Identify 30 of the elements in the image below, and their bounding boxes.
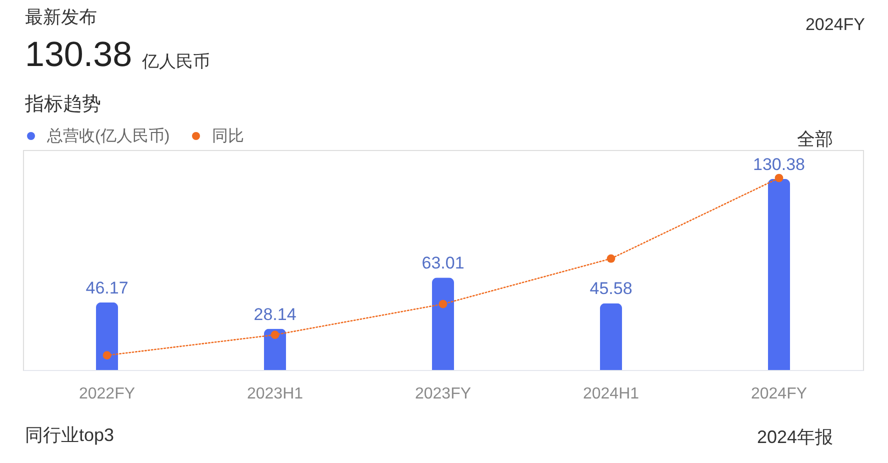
bar — [432, 278, 454, 370]
x-tick-label: 2024FY — [750, 386, 808, 402]
chart-title: 指标趋势 — [24, 94, 101, 115]
point — [606, 254, 616, 263]
text: 同行业top3 — [25, 425, 114, 445]
point — [102, 351, 112, 360]
legend-label: 同比 — [212, 127, 244, 145]
point — [774, 174, 784, 182]
text: 2024FY — [805, 15, 865, 34]
data-label: 130.38 — [753, 154, 805, 174]
bar — [96, 302, 118, 370]
text: 2024年报 — [756, 427, 833, 447]
text: 最新发布 — [25, 7, 97, 27]
point — [438, 300, 448, 308]
bar — [768, 178, 790, 370]
text: 130.38 — [25, 35, 132, 74]
bar — [600, 303, 622, 370]
x-tick-label: 2023H1 — [246, 386, 304, 402]
x-tick-label: 2024H1 — [582, 386, 640, 402]
point — [270, 330, 280, 339]
legend-label: 总营收(亿人民币) — [46, 127, 170, 145]
data-label: 45.58 — [590, 279, 632, 298]
text: 全部 — [797, 129, 833, 149]
data-label: 46.17 — [86, 278, 128, 298]
x-tick-label: 2022FY — [78, 386, 136, 402]
x-tick-label: 2023FY — [414, 386, 472, 402]
bar — [264, 328, 286, 370]
text: 亿人民币 — [141, 52, 210, 71]
data-label: 63.01 — [422, 254, 464, 273]
data-label: 28.14 — [254, 304, 296, 324]
